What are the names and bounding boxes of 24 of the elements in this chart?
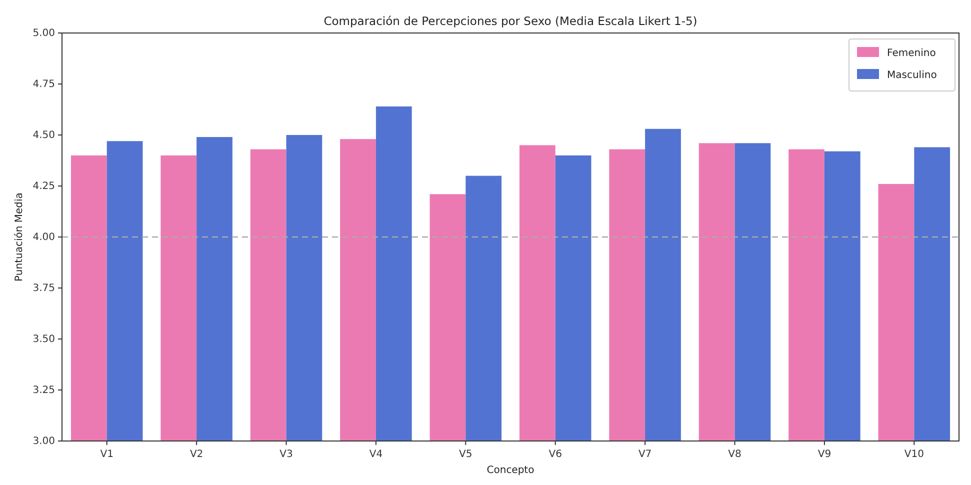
- x-tick-label: V5: [459, 449, 472, 460]
- y-tick-label: 4.50: [32, 130, 55, 142]
- x-tick-label: V10: [904, 449, 924, 460]
- x-tick-label: V9: [818, 449, 832, 460]
- legend-label: Femenino: [887, 48, 936, 59]
- x-tick-label: V4: [369, 449, 383, 460]
- x-axis-title: Concepto: [486, 465, 534, 476]
- x-tick-label: V8: [728, 449, 742, 460]
- legend-label: Masculino: [887, 70, 937, 81]
- y-tick-label: 4.75: [32, 79, 55, 90]
- x-tick-label: V3: [280, 449, 293, 460]
- x-tick-label: V7: [638, 449, 652, 460]
- chart-title: Comparación de Percepciones por Sexo (Media Escala Likert 1-5): [324, 14, 698, 28]
- y-tick-label: 3.50: [32, 334, 55, 346]
- y-axis-title: Puntuación Media: [14, 192, 25, 282]
- y-tick-label: 4.00: [32, 232, 55, 244]
- y-tick-label: 5.00: [32, 28, 55, 40]
- x-tick-label: V6: [548, 449, 562, 460]
- y-tick-label: 4.25: [32, 181, 55, 192]
- y-tick-label: 3.25: [32, 385, 55, 396]
- x-tick-label: V1: [100, 449, 114, 460]
- x-tick-label: V2: [190, 449, 204, 460]
- y-tick-label: 3.75: [32, 283, 55, 294]
- y-tick-label: 3.00: [32, 436, 55, 448]
